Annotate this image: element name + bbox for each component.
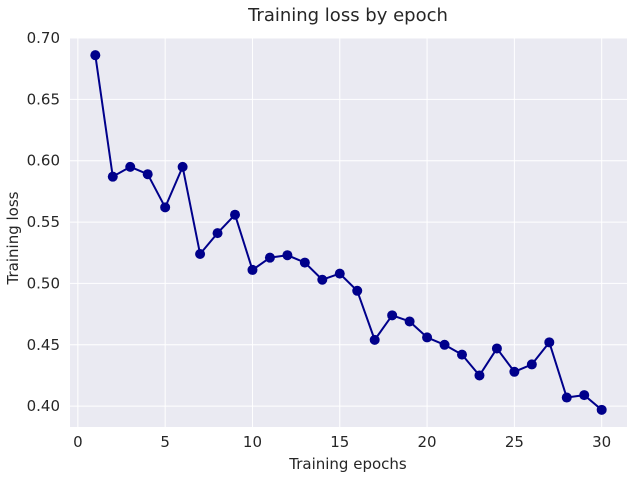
data-point — [160, 202, 171, 213]
y-tick-label: 0.70 — [27, 29, 60, 47]
data-point — [334, 268, 345, 279]
data-point — [404, 316, 415, 327]
x-tick-label: 5 — [160, 433, 170, 451]
x-tick-label: 0 — [73, 433, 83, 451]
plot-area — [70, 38, 627, 427]
data-point — [107, 171, 118, 182]
data-point — [264, 252, 275, 263]
data-point — [369, 334, 380, 345]
data-point — [352, 285, 363, 296]
data-point — [247, 264, 258, 275]
x-tick-label: 25 — [505, 433, 524, 451]
data-point — [544, 337, 555, 348]
x-tick-label: 15 — [330, 433, 349, 451]
chart-title: Training loss by epoch — [247, 5, 448, 26]
data-point — [509, 366, 520, 377]
data-point — [142, 169, 153, 180]
data-point — [387, 310, 398, 321]
y-tick-label: 0.65 — [27, 90, 60, 108]
data-point — [212, 228, 223, 239]
x-tick-label: 20 — [418, 433, 437, 451]
x-tick-label: 10 — [243, 433, 262, 451]
data-point — [230, 209, 241, 220]
data-point — [177, 161, 188, 172]
y-tick-label: 0.55 — [27, 213, 60, 231]
x-axis-label: Training epochs — [288, 455, 407, 473]
data-point — [195, 248, 206, 259]
data-point — [299, 257, 310, 268]
data-point — [282, 250, 293, 261]
y-tick-label: 0.50 — [27, 274, 60, 292]
data-point — [526, 359, 537, 370]
y-tick-label: 0.60 — [27, 152, 60, 170]
data-point — [474, 370, 485, 381]
data-point — [90, 50, 101, 61]
tick-labels: 0 5 10 15 20 25 30 0.40 0.45 0.50 0.55 0.60 0.65 0.70 — [27, 29, 612, 451]
x-tick-label: 30 — [592, 433, 611, 451]
data-point — [491, 343, 502, 354]
y-tick-label: 0.40 — [27, 397, 60, 415]
data-point — [579, 390, 590, 401]
y-tick-label: 0.45 — [27, 336, 60, 354]
series-layer — [90, 50, 607, 415]
grid — [70, 37, 627, 427]
data-point — [596, 404, 607, 415]
data-point — [317, 274, 328, 285]
data-point — [125, 161, 136, 172]
data-point — [439, 339, 450, 350]
data-point — [456, 349, 467, 360]
y-axis-label: Training loss — [4, 191, 22, 285]
data-point — [422, 332, 433, 343]
data-point — [561, 392, 572, 403]
